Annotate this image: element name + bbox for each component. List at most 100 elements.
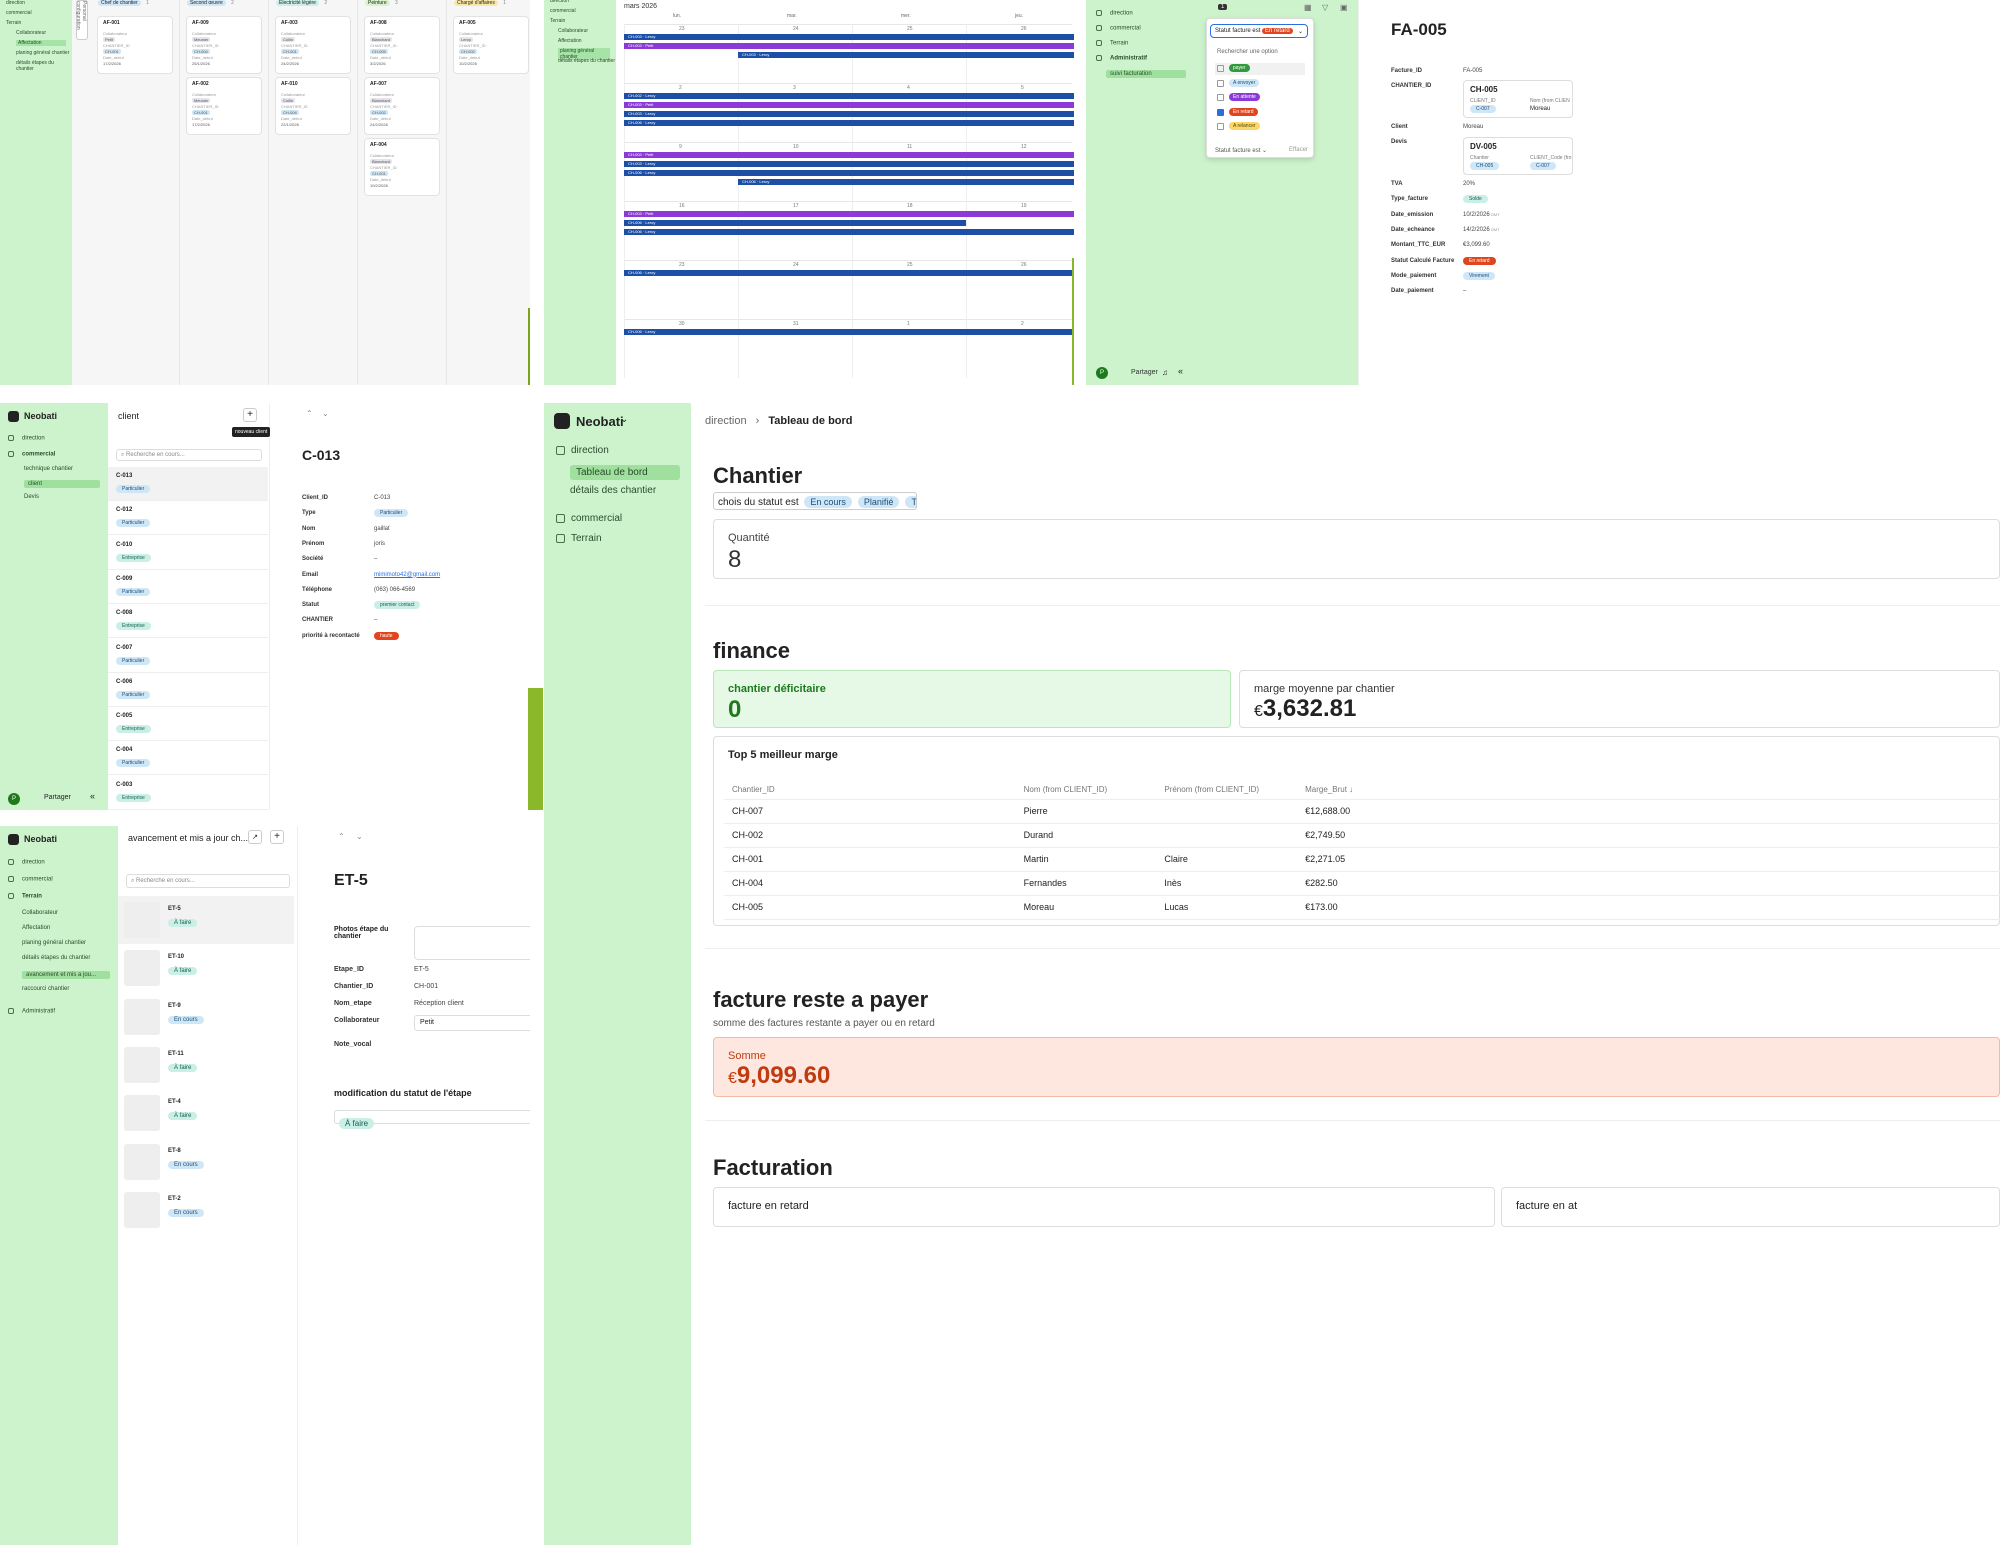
calendar-event[interactable]: CH-003 · Leroy (738, 52, 1074, 58)
list-item[interactable]: C-012 Particulier (108, 501, 268, 536)
sidebar-item[interactable]: planing général chantier (16, 50, 70, 56)
devis-linked-card[interactable]: DV-005 Chantier CH-005 CLIENT_Code (fro … (1463, 137, 1573, 175)
collaborateur-select[interactable]: Petit (414, 1015, 530, 1031)
sidebar-item[interactable]: planing général chantier (558, 48, 610, 60)
kanban-card[interactable]: AF-008 Collaborateur Blanchard CHANTIER_ID C… (364, 16, 440, 74)
sidebar-item[interactable]: direction (1096, 10, 1133, 17)
filter-select[interactable]: Statut facture est En retard ⌄ (1210, 24, 1308, 38)
clear-button[interactable]: Effacer (1289, 147, 1308, 153)
list-item[interactable]: ET-2 En cours (118, 1186, 294, 1234)
sidebar-item[interactable]: Collaborateur (16, 30, 47, 36)
calendar-event[interactable]: CH-006 · Leroy (738, 179, 1074, 185)
sidebar-item[interactable]: direction (556, 445, 609, 456)
open-external-icon[interactable]: ↗ (248, 830, 262, 844)
bell-icon[interactable]: ♫ (1162, 368, 1168, 377)
calendar-event[interactable]: CH-003 · Petit (624, 102, 1074, 108)
list-item[interactable]: ET-4 À faire (118, 1089, 294, 1137)
kanban-column-header[interactable]: Chargé d'affaires 1 (454, 0, 506, 6)
checkbox[interactable] (1217, 79, 1224, 87)
sidebar-item[interactable]: Affectation (16, 40, 66, 46)
list-item[interactable]: ET-10 À faire (118, 944, 294, 992)
checkbox[interactable] (1217, 108, 1224, 116)
sidebar-item[interactable]: direction (550, 0, 569, 4)
prev-record-icon[interactable]: ⌃ (338, 832, 345, 841)
kanban-card[interactable]: AF-007 Collaborateur Blanchard CHANTIER_ID C… (364, 77, 440, 135)
list-item[interactable]: C-004 Particulier (108, 741, 268, 776)
filter-option[interactable]: En attente (1215, 92, 1305, 104)
sidebar-item[interactable]: détails étapes du chantier (22, 955, 90, 961)
breadcrumb-parent[interactable]: direction (705, 415, 747, 427)
calendar-event[interactable]: CH-002 · Leroy (624, 93, 1074, 99)
sidebar-item[interactable]: commercial (8, 451, 55, 458)
sidebar-item[interactable]: suivi facturation (1106, 70, 1186, 78)
sidebar-item[interactable]: détails étapes du chantier (558, 58, 615, 64)
sidebar-item[interactable]: direction (8, 435, 45, 442)
sidebar-item[interactable]: planing général chantier (22, 940, 86, 946)
sidebar-item[interactable]: technique chantier (24, 466, 73, 472)
calendar-event[interactable]: CH-003 · Leroy (624, 34, 1074, 40)
sidebar-item[interactable]: Affectation (22, 925, 50, 931)
collapse-icon[interactable]: « (90, 791, 96, 801)
column-header[interactable]: Chantier_ID (732, 785, 775, 795)
calendar-event[interactable]: CH-006 · Leroy (624, 220, 966, 226)
sidebar-item[interactable]: Collaborateur (558, 28, 589, 34)
share-button[interactable]: Partager (44, 794, 71, 801)
calendar-event[interactable]: CH-006 · Leroy (624, 270, 1074, 276)
calendar-event[interactable]: CH-003 · Leroy (624, 161, 1074, 167)
list-item[interactable]: ET-5 À faire (118, 896, 294, 944)
column-header[interactable]: Nom (from CLIENT_ID) (1023, 785, 1108, 795)
search-input[interactable]: ⌕ Recherche en cours... (126, 874, 290, 888)
list-item[interactable]: ET-8 En cours (118, 1138, 294, 1186)
calendar-event[interactable]: CH-006 · Leroy (624, 170, 1074, 176)
list-item[interactable]: C-008 Entreprise (108, 604, 268, 639)
avatar[interactable]: P (1096, 367, 1108, 379)
search-option-input[interactable]: Rechercher une option (1217, 49, 1278, 55)
calendar-event[interactable]: CH-003 · Petit (624, 43, 1074, 49)
brand-name[interactable]: Neobati (24, 834, 58, 844)
checkbox[interactable] (1217, 123, 1224, 130)
filter-option[interactable]: A relancer (1215, 121, 1305, 133)
calendar-event[interactable]: CH-006 · Leroy (624, 329, 1074, 335)
kanban-card[interactable]: AF-005 Collaborateur Leroy CHANTIER_ID CH-00… (453, 16, 529, 74)
checkbox[interactable] (1217, 94, 1224, 101)
add-client-button[interactable]: + (243, 408, 257, 422)
kanban-column-header[interactable]: Chef de chantier 1 (98, 0, 149, 6)
table-row[interactable]: CH-005 Moreau Lucas €173.00 (724, 895, 2000, 919)
table-row[interactable]: CH-004 Fernandes Inès €282.50 (724, 871, 2000, 895)
kanban-column-header[interactable]: Second œuvre 2 (187, 0, 234, 6)
table-row[interactable]: CH-007 Pierre €12,688.00 (724, 799, 2000, 823)
layout-icon[interactable]: ▣ (1340, 3, 1348, 12)
kanban-card[interactable]: AF-003 Collaborateur Collin CHANTIER_ID CH-0… (275, 16, 351, 74)
kanban-card[interactable]: AF-009 Collaborateur Meunier CHANTIER_ID CH-… (186, 16, 262, 74)
chantier-linked-card[interactable]: CH-005 CLIENT_ID C-007 Nom (from CLIEN M… (1463, 80, 1573, 118)
sidebar-item[interactable]: Collaborateur (22, 910, 58, 916)
brand-name[interactable]: Neobati (576, 414, 624, 429)
sidebar-item[interactable]: avancement et mis a jou... (22, 971, 110, 979)
photos-dropzone[interactable] (414, 926, 530, 960)
sidebar-item[interactable]: Terrain (1096, 40, 1128, 47)
sidebar-item[interactable]: commercial (1096, 25, 1141, 32)
sidebar-item[interactable]: Terrain (8, 893, 42, 900)
sidebar-item[interactable]: direction (6, 0, 25, 6)
collapse-icon[interactable]: « (1178, 366, 1184, 376)
sidebar-item[interactable]: Terrain (6, 20, 22, 26)
email-link[interactable]: mimimoto42@gmail.com (374, 571, 441, 578)
sidebar-item[interactable]: Tableau de bord (570, 465, 680, 480)
add-button[interactable]: + (270, 830, 284, 844)
filter-option[interactable]: A envoyer (1215, 78, 1305, 90)
list-item[interactable]: C-007 Particulier (108, 639, 268, 673)
status-filter[interactable]: chois du statut est En cours Planifié Term… (713, 492, 917, 510)
sidebar-item[interactable]: Affectation (558, 38, 582, 44)
filter-icon[interactable]: ▽ (1322, 3, 1329, 12)
filter-option[interactable]: payer (1215, 63, 1305, 75)
sidebar-item[interactable]: commercial (6, 10, 32, 16)
calendar-event[interactable]: CH-006 · Leroy (624, 229, 1074, 235)
list-item[interactable]: ET-9 En cours (118, 993, 294, 1041)
personal-config-tab[interactable]: Personal configuration (75, 0, 88, 40)
share-button[interactable]: Partager (1131, 369, 1158, 376)
sidebar-item[interactable]: Administratif (8, 1008, 55, 1015)
sidebar-item[interactable]: détails étapes du chantier (16, 60, 54, 72)
kanban-card[interactable]: AF-002 Collaborateur Meunier CHANTIER_ID CH-… (186, 77, 262, 135)
sidebar-item[interactable]: Terrain (550, 18, 566, 24)
filter-option[interactable]: En retard (1215, 107, 1305, 119)
